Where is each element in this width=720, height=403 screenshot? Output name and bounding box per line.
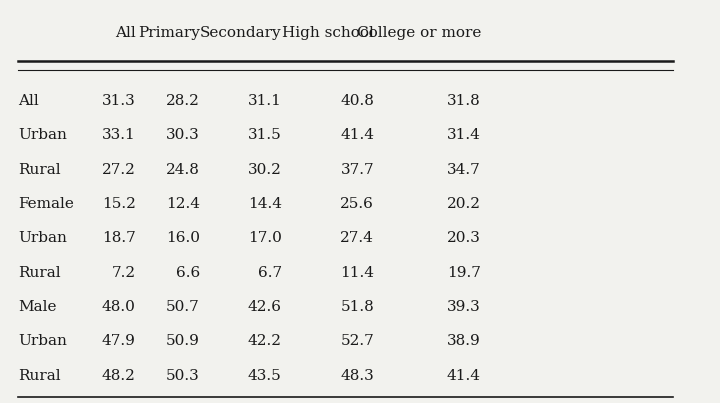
Text: 43.5: 43.5 [248, 369, 282, 382]
Text: 37.7: 37.7 [341, 162, 374, 177]
Text: 38.9: 38.9 [447, 334, 481, 348]
Text: 31.5: 31.5 [248, 128, 282, 142]
Text: 18.7: 18.7 [102, 231, 136, 245]
Text: 6.7: 6.7 [258, 266, 282, 280]
Text: 6.6: 6.6 [176, 266, 200, 280]
Text: Rural: Rural [19, 162, 61, 177]
Text: 48.2: 48.2 [102, 369, 136, 382]
Text: 20.2: 20.2 [447, 197, 481, 211]
Text: 33.1: 33.1 [102, 128, 136, 142]
Text: 27.4: 27.4 [341, 231, 374, 245]
Text: 34.7: 34.7 [447, 162, 481, 177]
Text: 31.4: 31.4 [447, 128, 481, 142]
Text: 42.6: 42.6 [248, 300, 282, 314]
Text: Rural: Rural [19, 369, 61, 382]
Text: 50.3: 50.3 [166, 369, 200, 382]
Text: Primary: Primary [138, 26, 200, 39]
Text: Secondary: Secondary [200, 26, 282, 39]
Text: 51.8: 51.8 [341, 300, 374, 314]
Text: 15.2: 15.2 [102, 197, 136, 211]
Text: 30.3: 30.3 [166, 128, 200, 142]
Text: 12.4: 12.4 [166, 197, 200, 211]
Text: High school: High school [282, 26, 374, 39]
Text: 7.2: 7.2 [112, 266, 136, 280]
Text: 24.8: 24.8 [166, 162, 200, 177]
Text: 52.7: 52.7 [341, 334, 374, 348]
Text: 11.4: 11.4 [341, 266, 374, 280]
Text: 27.2: 27.2 [102, 162, 136, 177]
Text: College or more: College or more [356, 26, 481, 39]
Text: Urban: Urban [19, 128, 67, 142]
Text: 16.0: 16.0 [166, 231, 200, 245]
Text: 19.7: 19.7 [447, 266, 481, 280]
Text: 14.4: 14.4 [248, 197, 282, 211]
Text: 42.2: 42.2 [248, 334, 282, 348]
Text: Urban: Urban [19, 334, 67, 348]
Text: 25.6: 25.6 [341, 197, 374, 211]
Text: 31.1: 31.1 [248, 94, 282, 108]
Text: Female: Female [19, 197, 74, 211]
Text: 41.4: 41.4 [447, 369, 481, 382]
Text: 50.7: 50.7 [166, 300, 200, 314]
Text: 39.3: 39.3 [447, 300, 481, 314]
Text: All: All [19, 94, 39, 108]
Text: 40.8: 40.8 [341, 94, 374, 108]
Text: 48.0: 48.0 [102, 300, 136, 314]
Text: 20.3: 20.3 [447, 231, 481, 245]
Text: 31.8: 31.8 [447, 94, 481, 108]
Text: 47.9: 47.9 [102, 334, 136, 348]
Text: 17.0: 17.0 [248, 231, 282, 245]
Text: 31.3: 31.3 [102, 94, 136, 108]
Text: 41.4: 41.4 [341, 128, 374, 142]
Text: 28.2: 28.2 [166, 94, 200, 108]
Text: Rural: Rural [19, 266, 61, 280]
Text: Male: Male [19, 300, 57, 314]
Text: 50.9: 50.9 [166, 334, 200, 348]
Text: All: All [115, 26, 136, 39]
Text: 30.2: 30.2 [248, 162, 282, 177]
Text: 48.3: 48.3 [341, 369, 374, 382]
Text: Urban: Urban [19, 231, 67, 245]
